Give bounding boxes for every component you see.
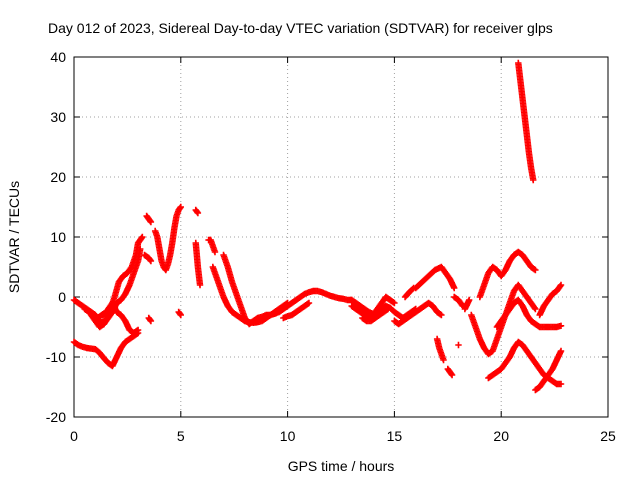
series-track-7 — [145, 314, 155, 325]
y-tick-label: -10 — [46, 349, 66, 365]
data-point — [530, 176, 537, 184]
data-point — [557, 281, 565, 289]
series-track-30 — [485, 338, 565, 388]
series-track-8 — [151, 203, 184, 274]
data-point — [384, 305, 392, 313]
data-point — [448, 371, 456, 379]
series-track-10 — [192, 206, 202, 217]
data-point — [147, 218, 155, 226]
series-track-5 — [143, 212, 155, 226]
series-track-33 — [536, 281, 565, 319]
series-track-23 — [444, 365, 456, 379]
data-points — [70, 59, 565, 394]
y-tick-label: 20 — [50, 169, 66, 185]
series-track-31 — [515, 59, 537, 184]
data-point — [440, 356, 447, 364]
series-track-21 — [412, 263, 458, 292]
y-tick-label: 10 — [50, 229, 66, 245]
data-point — [531, 304, 538, 311]
x-axis-label: GPS time / hours — [288, 458, 395, 474]
series-track-22 — [433, 335, 447, 364]
x-tick-label: 15 — [387, 428, 403, 444]
data-point — [455, 341, 462, 349]
data-point — [438, 311, 445, 319]
data-point — [134, 326, 142, 334]
data-point — [177, 311, 184, 319]
data-point — [557, 347, 565, 355]
data-point — [532, 266, 539, 274]
series-track-15 — [280, 299, 313, 322]
series-track-18 — [359, 305, 392, 325]
data-point — [391, 299, 398, 307]
series-track-6 — [141, 251, 155, 265]
series-track-24 — [451, 293, 466, 310]
data-point — [147, 257, 155, 265]
series-track-25 — [461, 296, 473, 313]
x-tick-label: 10 — [280, 428, 296, 444]
series-track-9 — [175, 308, 184, 319]
data-point — [177, 203, 184, 211]
x-tick-label: 20 — [493, 428, 509, 444]
data-point — [194, 209, 202, 217]
series-track-4 — [87, 299, 142, 337]
data-point — [211, 248, 219, 256]
data-point — [532, 305, 539, 313]
series-track-14 — [220, 251, 355, 328]
chart-title: Day 012 of 2023, Sidereal Day-to-day VTE… — [48, 20, 553, 36]
y-axis-label: SDTVAR / TECUs — [6, 181, 22, 293]
series-track-32 — [532, 347, 565, 394]
y-tick-label: 0 — [58, 289, 66, 305]
series-track-26 — [455, 341, 462, 349]
grid — [74, 57, 608, 417]
data-point — [196, 281, 204, 289]
series-track-1 — [70, 329, 142, 370]
y-tick-label: 30 — [50, 109, 66, 125]
series-track-17 — [348, 293, 398, 322]
data-point — [305, 299, 313, 307]
y-tick-label: 40 — [50, 49, 66, 65]
data-point — [557, 322, 565, 329]
series-track-13 — [209, 263, 291, 326]
data-point — [556, 283, 564, 290]
x-tick-label: 25 — [600, 428, 616, 444]
data-point — [451, 284, 458, 292]
series-track-29 — [493, 296, 565, 331]
axis-ticks: 0 5 10 15 20 25 -20 -10 0 10 20 30 40 — [46, 49, 616, 444]
data-point — [465, 296, 473, 304]
x-tick-label: 5 — [177, 428, 185, 444]
series-track-11 — [192, 239, 204, 289]
series-track-20 — [401, 284, 417, 301]
series-track-19 — [391, 299, 445, 328]
data-point — [409, 285, 416, 293]
series-track-12 — [205, 236, 219, 256]
data-point — [557, 380, 565, 388]
data-point — [139, 233, 146, 241]
series-track-28 — [476, 248, 539, 301]
data-point — [147, 317, 155, 325]
y-tick-label: -20 — [46, 409, 66, 425]
x-tick-label: 0 — [70, 428, 78, 444]
